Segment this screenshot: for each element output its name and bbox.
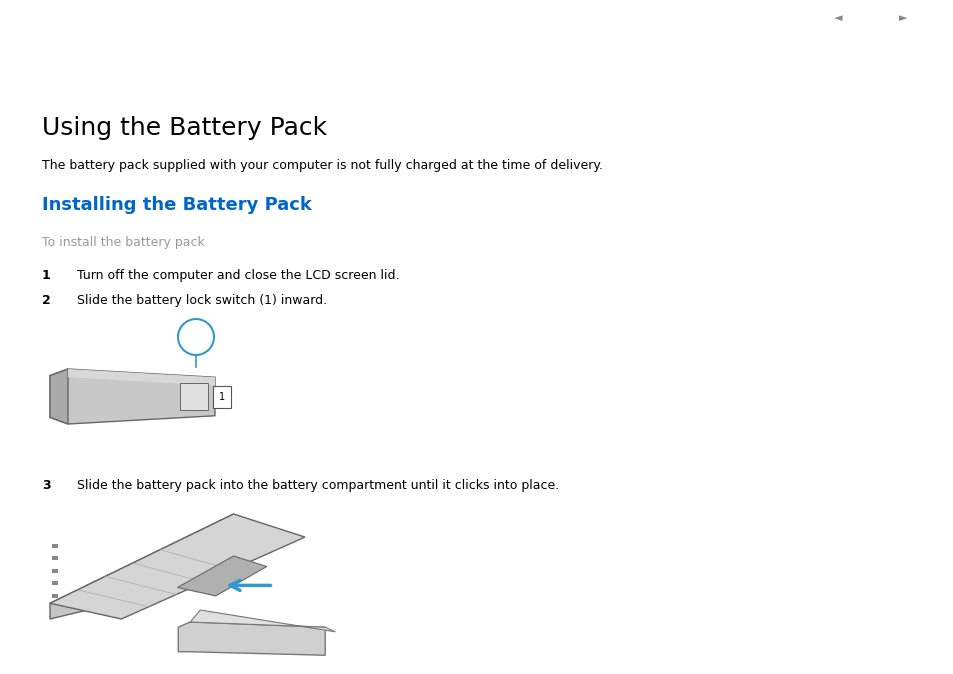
Polygon shape xyxy=(50,514,305,619)
Text: 1: 1 xyxy=(42,269,51,282)
Text: 1: 1 xyxy=(218,392,225,402)
Polygon shape xyxy=(190,610,335,632)
Polygon shape xyxy=(178,622,325,655)
Bar xyxy=(52,582,58,586)
Text: Installing the Battery Pack: Installing the Battery Pack xyxy=(42,196,312,214)
Text: 2: 2 xyxy=(42,294,51,307)
Polygon shape xyxy=(68,369,214,386)
Text: ◄: ◄ xyxy=(833,13,841,23)
Text: VAIO: VAIO xyxy=(35,19,102,42)
Bar xyxy=(52,569,58,573)
Bar xyxy=(52,544,58,547)
Bar xyxy=(52,556,58,560)
Text: 23: 23 xyxy=(858,13,874,23)
Text: To install the battery pack: To install the battery pack xyxy=(42,236,205,249)
Bar xyxy=(52,594,58,598)
Text: ►: ► xyxy=(898,13,906,23)
Polygon shape xyxy=(50,369,68,424)
Text: Slide the battery lock switch (1) inward.: Slide the battery lock switch (1) inward… xyxy=(77,294,327,307)
Text: Turn off the computer and close the LCD screen lid.: Turn off the computer and close the LCD … xyxy=(77,269,399,282)
Polygon shape xyxy=(50,369,214,424)
Text: 3: 3 xyxy=(42,479,51,492)
Text: Getting Started: Getting Started xyxy=(841,40,933,50)
Bar xyxy=(213,386,231,408)
Text: Using the Battery Pack: Using the Battery Pack xyxy=(42,116,327,140)
Polygon shape xyxy=(177,556,267,596)
Bar xyxy=(180,383,208,410)
Text: The battery pack supplied with your computer is not fully charged at the time of: The battery pack supplied with your comp… xyxy=(42,159,602,172)
Polygon shape xyxy=(50,514,233,619)
Text: Slide the battery pack into the battery compartment until it clicks into place.: Slide the battery pack into the battery … xyxy=(77,479,558,492)
